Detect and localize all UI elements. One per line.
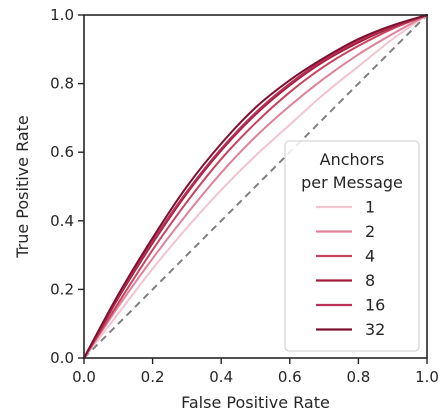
- plot-frame: [83, 14, 428, 359]
- legend-box: [284, 140, 420, 352]
- x-tick-label: 0.0: [72, 368, 96, 386]
- x-tick-label: 0.8: [346, 368, 370, 386]
- legend-label-16: 16: [365, 296, 385, 315]
- x-tick-label: 0.2: [141, 368, 165, 386]
- legend-label-8: 8: [365, 271, 375, 290]
- legend-title: Anchors: [320, 150, 385, 169]
- y-tick-label: 0.6: [50, 143, 74, 161]
- y-tick-label: 0.0: [50, 349, 74, 367]
- x-tick-label: 0.4: [209, 368, 233, 386]
- x-axis-label: False Positive Rate: [181, 393, 330, 412]
- y-tick-label: 0.4: [50, 212, 74, 230]
- series-line-2: [83, 14, 428, 359]
- x-axis-ticks: 0.0 0.2 0.4 0.6 0.8 1.0: [72, 358, 439, 386]
- legend-label-2: 2: [365, 222, 375, 241]
- y-tick-label: 0.8: [50, 75, 74, 93]
- chance-diagonal-line: [83, 14, 428, 359]
- series-line-4: [83, 14, 428, 359]
- series-line-16: [83, 14, 428, 359]
- x-tick-label: 1.0: [415, 368, 439, 386]
- legend-label-4: 4: [365, 247, 375, 266]
- y-axis-ticks: 0.0 0.2 0.4 0.6 0.8 1.0: [50, 6, 84, 367]
- legend-label-1: 1: [365, 198, 375, 217]
- y-tick-label: 0.2: [50, 280, 74, 298]
- plot-area: [83, 14, 428, 359]
- legend-label-32: 32: [365, 320, 385, 339]
- y-tick-label: 1.0: [50, 6, 74, 24]
- legend-title: per Message: [301, 173, 403, 192]
- series-line-32: [83, 14, 428, 359]
- y-axis-label: True Positive Rate: [13, 115, 32, 259]
- series-line-1: [83, 14, 428, 359]
- x-tick-label: 0.6: [278, 368, 302, 386]
- legend: Anchors per Message 1 2 4 8 16 32: [284, 140, 420, 352]
